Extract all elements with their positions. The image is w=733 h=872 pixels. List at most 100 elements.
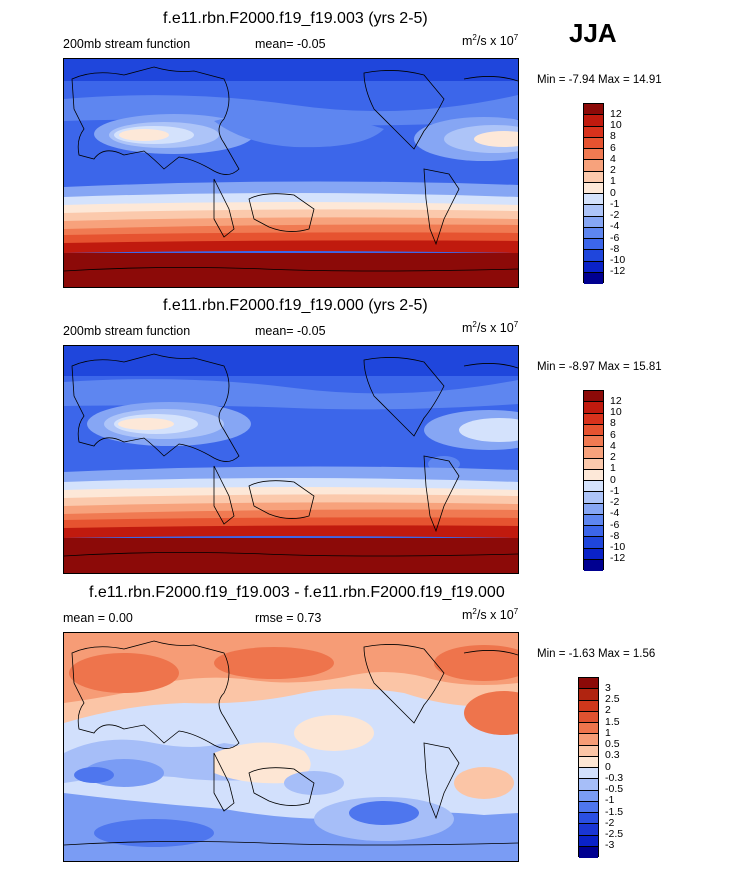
panel-1-colorbar-scale [583,103,604,284]
colorbar-tick-label: 4 [610,152,616,165]
colorbar-cell [584,160,603,172]
colorbar-tick-label: 0 [605,760,611,773]
colorbar-cell [584,548,603,560]
panel-3-mean-label: mean = 0.00 [63,611,133,625]
colorbar-cell [584,171,603,183]
colorbar-tick-label: 0 [610,473,616,486]
colorbar-tick-label: -8 [610,529,620,542]
colorbar-tick-label: 2 [605,704,611,717]
colorbar-cell [584,436,603,448]
colorbar-cell [584,216,603,228]
colorbar-tick-label: 2.5 [605,693,620,705]
colorbar-cell [584,514,603,526]
colorbar-cell [584,391,603,403]
colorbar-tick-label: -0.5 [605,783,624,795]
panel-2-map [63,345,519,574]
colorbar-tick-label: 12 [610,394,622,407]
colorbar-cell [584,115,603,127]
colorbar-cell [584,559,603,571]
colorbar-cell [584,137,603,149]
colorbar-tick-label: -2.5 [605,828,624,840]
colorbar-cell [584,503,603,515]
colorbar-tick-label: 0.3 [605,749,620,762]
panel-3-title: f.e11.rbn.F2000.f19_f19.003 - f.e11.rbn.… [89,584,505,601]
colorbar-cell [579,756,598,768]
colorbar-tick-label: 0.5 [605,738,620,750]
colorbar-cell [579,768,598,780]
colorbar-tick-label: 3 [605,681,611,694]
colorbar-cell [584,104,603,116]
colorbar-cell [584,194,603,206]
colorbar-cell [584,402,603,414]
colorbar-tick-label: -2 [610,496,620,508]
colorbar-tick-label: -10 [610,254,626,266]
colorbar-tick-label: -6 [610,231,620,244]
colorbar-cell [584,458,603,470]
panel-3-units: m2/s x 107 [462,607,519,623]
colorbar-cell [584,182,603,194]
colorbar-cell [579,734,598,746]
panel-3-rmse-label: rmse = 0.73 [255,611,322,625]
colorbar-tick-label: 6 [610,428,616,441]
panel-3-map [63,632,519,862]
panel-1-map [63,58,519,288]
colorbar-cell [584,481,603,493]
panel-1-title: f.e11.rbn.F2000.f19_f19.003 (yrs 2-5) [163,10,428,27]
colorbar-cell [584,239,603,251]
colorbar-tick-label: -2 [610,209,620,221]
colorbar-cell [579,824,598,836]
colorbar-tick-label: -1 [610,484,620,497]
panel-2-title: f.e11.rbn.F2000.f19_f19.000 (yrs 2-5) [163,297,428,314]
colorbar-cell [584,447,603,459]
colorbar-cell [579,689,598,701]
colorbar-tick-label: -3 [605,839,615,852]
panel-2-variable-label: 200mb stream function [63,324,191,338]
colorbar-cell [579,846,598,858]
panel-1-units: m2/s x 107 [462,33,519,49]
colorbar-tick-label: -12 [610,552,626,565]
colorbar-tick-label: -4 [610,220,620,233]
colorbar-cell [579,678,598,690]
colorbar-tick-label: -4 [610,507,620,520]
panel-1-min-max: Min = -7.94 Max = 14.91 [537,74,662,86]
colorbar-tick-label: 8 [610,130,616,143]
colorbar-cell [579,790,598,802]
panel-1-variable-label: 200mb stream function [63,37,191,51]
colorbar-tick-label: -1 [610,197,620,210]
colorbar-tick-label: -1 [605,794,615,807]
colorbar-tick-label: 1 [610,462,616,475]
colorbar-cell [584,205,603,217]
panel-3-colorbar-scale [578,677,599,858]
colorbar-cell [584,250,603,262]
colorbar-tick-label: 2 [610,451,616,463]
colorbar-tick-label: 4 [610,439,616,452]
colorbar-tick-label: 12 [610,107,622,120]
colorbar-tick-label: -2 [605,816,615,829]
colorbar-tick-label: 1.5 [605,715,620,728]
panel-2-units: m2/s x 107 [462,320,519,336]
colorbar-tick-label: -0.3 [605,771,624,784]
colorbar-tick-label: -6 [610,518,620,531]
colorbar-cell [584,492,603,504]
colorbar-tick-label: 1 [610,175,616,188]
colorbar-cell [584,469,603,481]
colorbar-cell [584,126,603,138]
colorbar-tick-label: 10 [610,119,622,131]
colorbar-tick-label: -12 [610,265,626,278]
season-label: JJA [569,18,617,48]
colorbar-cell [579,835,598,847]
panel-2-colorbar-scale [583,390,604,571]
colorbar-cell [584,227,603,239]
colorbar-tick-label: 2 [610,164,616,176]
colorbar-tick-label: 6 [610,141,616,154]
colorbar-tick-label: 10 [610,406,622,418]
colorbar-cell [584,526,603,538]
colorbar-cell [584,424,603,436]
colorbar-cell [584,149,603,161]
colorbar-tick-label: 0 [610,186,616,199]
colorbar-cell [579,700,598,712]
panel-3-min-max: Min = -1.63 Max = 1.56 [537,648,656,660]
colorbar-cell [579,723,598,735]
colorbar-cell [579,801,598,813]
colorbar-cell [584,272,603,284]
